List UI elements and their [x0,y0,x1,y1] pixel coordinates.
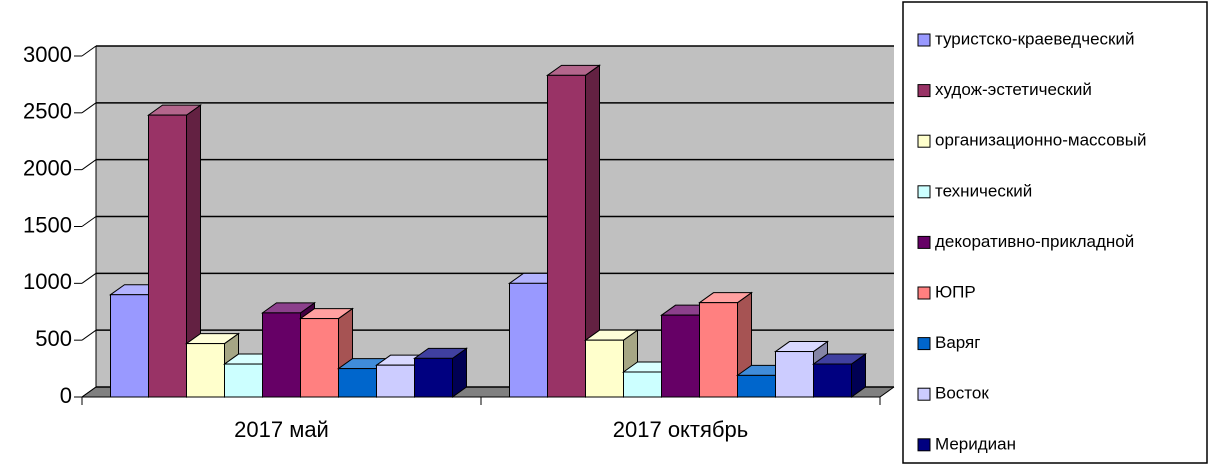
y-tick-depth [81,386,97,398]
legend-swatch [917,134,931,148]
legend-label: ЮПР [935,282,976,301]
bar-front [547,74,586,398]
legend-label: организационно-массовый [935,131,1146,150]
y-tick-depth [81,329,97,341]
bar-front [813,363,852,398]
bar-front [224,363,263,398]
y-tick-label: 500 [35,326,72,351]
y-tick-label: 2000 [23,155,72,180]
y-tick-label: 2500 [23,99,72,124]
legend-label: худож-эстетический [935,80,1092,99]
y-tick-depth [81,216,97,227]
bar-front [148,114,187,398]
bar [811,353,868,398]
legend-swatch [917,387,931,401]
y-tick-depth [81,45,97,57]
bar-front [376,364,415,398]
bar-front [262,312,301,398]
bar [146,104,203,398]
legend-swatch [917,185,931,199]
y-tick-label: 1500 [23,212,72,237]
x-tick-label: 2017 октябрь [613,417,748,442]
bar-front [110,294,149,398]
legend-swatch [917,286,931,300]
bar-front [661,314,700,398]
legend-swatch [917,235,931,249]
bar-front [338,368,377,398]
x-tick-label: 2017 май [234,417,329,442]
legend-label: Меридиан [935,434,1016,453]
bar-front [186,343,225,398]
legend-box [902,1,1208,464]
bar [583,329,640,398]
y-tick-label: 3000 [23,42,72,67]
bar-front [775,351,814,398]
legend-label: туристско-краеведческий [935,29,1134,48]
bar-front [414,357,453,398]
legend-label: декоративно-прикладной [935,232,1134,251]
bar-front [737,374,776,398]
legend-label: Варяг [935,333,980,352]
bar [412,347,469,398]
legend-swatch [917,33,931,47]
legend-label: технический [935,181,1032,200]
bar-front [509,282,548,398]
bar-front [699,302,738,398]
bar-front [585,339,624,398]
legend-label: Восток [935,384,989,403]
y-tick-depth [81,272,97,284]
y-tick-depth [81,102,97,114]
bar-front [300,318,339,398]
legend-swatch [917,84,931,98]
x-axis-depth [879,386,895,398]
y-tick-label: 0 [60,383,72,408]
y-tick-depth [81,159,97,171]
bar-front [623,371,662,398]
legend-swatch [917,438,931,452]
legend-swatch [917,337,931,351]
y-tick-label: 1000 [23,269,72,294]
